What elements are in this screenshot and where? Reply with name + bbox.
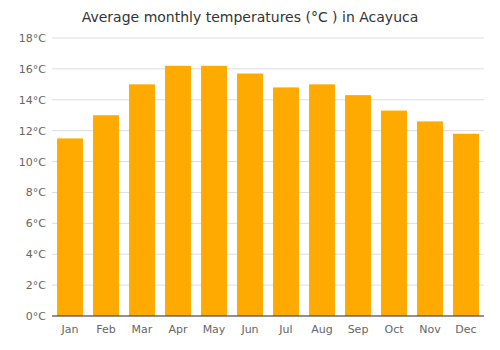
- y-tick-label: 10°C: [19, 156, 46, 169]
- x-tick-label: Mar: [132, 323, 153, 336]
- x-axis-line: [52, 316, 484, 317]
- bar: [381, 111, 407, 316]
- y-tick-label: 16°C: [19, 63, 46, 76]
- y-tick-label: 18°C: [19, 32, 46, 45]
- x-tick-label: Jan: [61, 323, 79, 336]
- x-tick-label: Dec: [455, 323, 476, 336]
- bar: [309, 84, 335, 316]
- bar: [93, 115, 119, 316]
- x-tick-label: Feb: [96, 323, 115, 336]
- bar: [57, 138, 83, 316]
- bar: [417, 121, 443, 316]
- bar: [273, 87, 299, 316]
- grid-line: [52, 68, 484, 69]
- y-tick-label: 0°C: [26, 310, 46, 323]
- x-tick-label: Aug: [311, 323, 332, 336]
- x-tick-label: May: [203, 323, 226, 336]
- y-tick-label: 8°C: [26, 186, 46, 199]
- x-tick-label: Jun: [240, 323, 258, 336]
- y-tick-label: 4°C: [26, 248, 46, 261]
- bar: [237, 74, 263, 316]
- bars: [57, 66, 479, 316]
- y-axis: 0°C 2°C 4°C 6°C 8°C 10°C 12°C 14°C 16°C 18°C: [19, 32, 46, 323]
- y-tick-label: 12°C: [19, 125, 46, 138]
- title: Average monthly temperatures (°C ) in Ac…: [82, 9, 419, 25]
- grid-line: [52, 99, 484, 100]
- x-tick-label: Nov: [419, 323, 441, 336]
- bar: [129, 84, 155, 316]
- grid-line: [52, 38, 484, 39]
- bar: [345, 95, 371, 316]
- grid: [52, 38, 484, 316]
- chart: 0°C 2°C 4°C 6°C 8°C 10°C 12°C 14°C 16°C 18°C Jan Fe…: [0, 0, 500, 350]
- x-tick-label: Sep: [348, 323, 369, 336]
- bar: [165, 66, 191, 316]
- x-axis: Jan Feb Mar Apr May Jun Jul Aug Sep Oct Nov Dec: [61, 323, 477, 336]
- y-tick-label: 6°C: [26, 217, 46, 230]
- bar: [453, 134, 479, 316]
- y-tick-label: 2°C: [26, 279, 46, 292]
- grid-line: [52, 316, 484, 317]
- x-tick-label: Jul: [278, 323, 292, 336]
- bar: [201, 66, 227, 316]
- x-tick-label: Apr: [168, 323, 188, 336]
- y-tick-label: 14°C: [19, 94, 46, 107]
- x-tick-label: Oct: [384, 323, 404, 336]
